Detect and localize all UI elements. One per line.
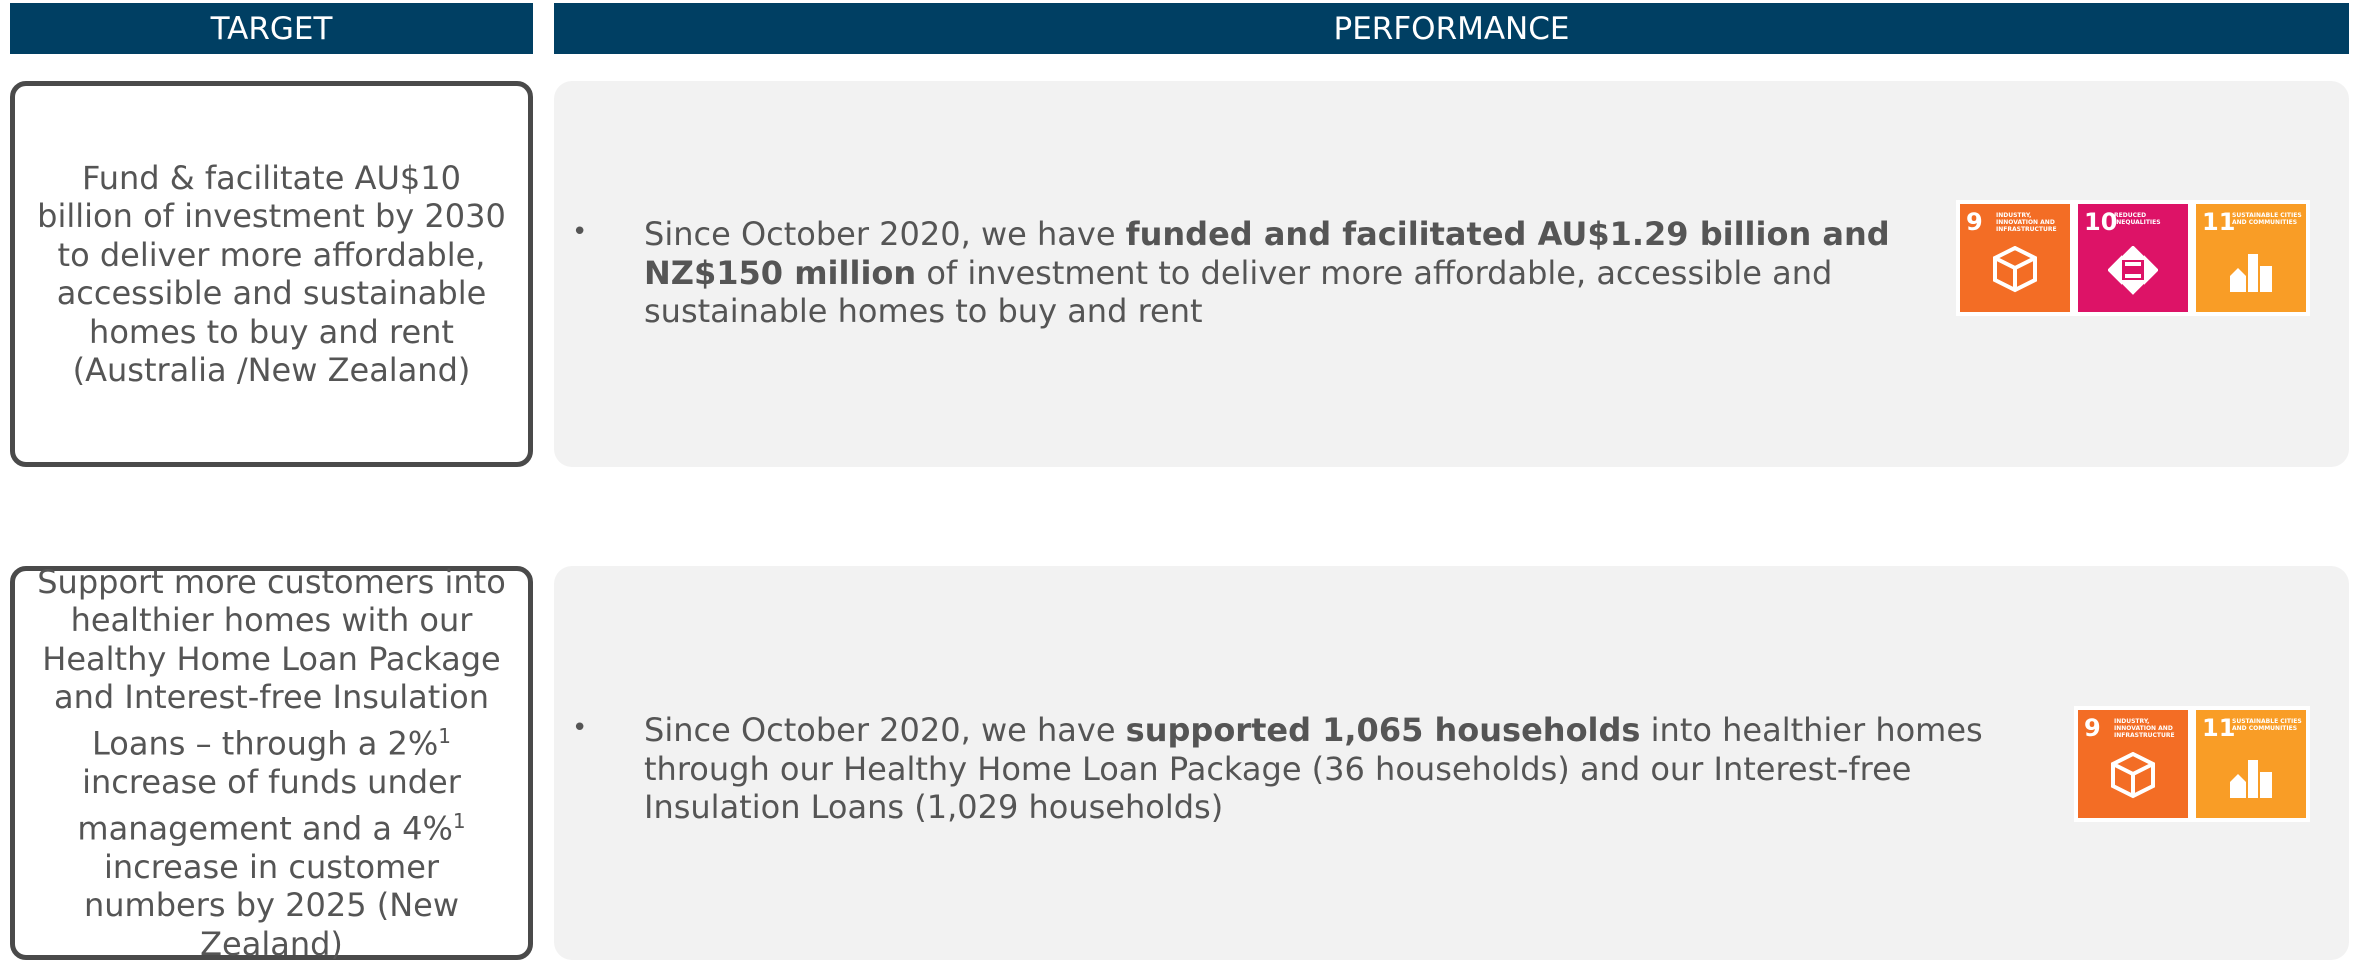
sdg-icon: 10 REDUCED INEQUALITIES bbox=[2078, 204, 2188, 312]
text-segment: 1 bbox=[452, 808, 466, 833]
target-text: Fund & facilitate AU$10 billion of inves… bbox=[37, 159, 506, 390]
performance-text: Since October 2020, we have funded and f… bbox=[644, 215, 1934, 331]
sdg-icons: 9 INDUSTRY, INNOVATION AND INFRASTRUCTURE… bbox=[1956, 200, 2310, 316]
text-segment: increase of funds under management and a… bbox=[77, 763, 461, 848]
sdg-icons: 9 INDUSTRY, INNOVATION AND INFRASTRUCTURE… bbox=[2074, 706, 2310, 822]
sdg-number: 10 bbox=[2084, 208, 2118, 236]
sdg-glyph bbox=[2108, 246, 2158, 295]
text-segment: supported 1,065 households bbox=[1125, 711, 1641, 749]
sdg-number: 9 bbox=[2084, 714, 2101, 742]
target-box: Support more customers into healthier ho… bbox=[10, 563, 533, 963]
text-segment: funded and facilitated AU$1.29 billion a… bbox=[644, 215, 1890, 292]
sdg-icon: 9 INDUSTRY, INNOVATION AND INFRASTRUCTURE bbox=[1960, 204, 2070, 312]
sdg-icon: 9 INDUSTRY, INNOVATION AND INFRASTRUCTURE bbox=[2078, 710, 2188, 818]
performance-text: Since October 2020, we have supported 1,… bbox=[644, 711, 2004, 827]
bullet: • bbox=[572, 713, 588, 743]
sdg-icon: 11 SUSTAINABLE CITIES AND COMMUNITIES bbox=[2196, 710, 2306, 818]
sdg-label: SUSTAINABLE CITIES AND COMMUNITIES bbox=[2232, 212, 2302, 226]
sdg-glyph bbox=[1993, 246, 2037, 293]
performance-panel bbox=[554, 566, 2349, 960]
sdg-glyph bbox=[2111, 752, 2155, 799]
sdg-icon: 11 SUSTAINABLE CITIES AND COMMUNITIES bbox=[2196, 204, 2306, 312]
sdg-label: INDUSTRY, INNOVATION AND INFRASTRUCTURE bbox=[2114, 718, 2175, 739]
text-segment: Fund & facilitate AU$10 billion of inves… bbox=[37, 158, 506, 390]
performance-header: PERFORMANCE bbox=[554, 3, 2349, 54]
target-box: Fund & facilitate AU$10 billion of inves… bbox=[10, 81, 533, 467]
text-segment: Since October 2020, we have bbox=[644, 711, 1126, 749]
text-segment: Since October 2020, we have bbox=[644, 215, 1126, 253]
sdg-number: 11 bbox=[2202, 208, 2236, 236]
sdg-label: INDUSTRY, INNOVATION AND INFRASTRUCTURE bbox=[1996, 212, 2057, 233]
sdg-label: SUSTAINABLE CITIES AND COMMUNITIES bbox=[2232, 718, 2302, 732]
text-segment: 1 bbox=[438, 723, 451, 748]
sdg-number: 9 bbox=[1966, 208, 1983, 236]
text-segment: Support more customers into healthier ho… bbox=[37, 562, 506, 763]
target-text: Support more customers into healthier ho… bbox=[37, 563, 506, 963]
sdg-glyph bbox=[2230, 760, 2272, 798]
text-segment: into healthier homes through our Healthy… bbox=[644, 711, 1983, 826]
text-segment: increase in customer numbers by 2025 (Ne… bbox=[83, 847, 460, 963]
sdg-number: 11 bbox=[2202, 714, 2236, 742]
target-header: TARGET bbox=[10, 3, 533, 54]
sdg-glyph bbox=[2230, 254, 2272, 292]
bullet: • bbox=[572, 217, 588, 247]
sdg-label: REDUCED INEQUALITIES bbox=[2114, 212, 2161, 226]
text-segment: of investment to deliver more affordable… bbox=[644, 253, 1833, 331]
